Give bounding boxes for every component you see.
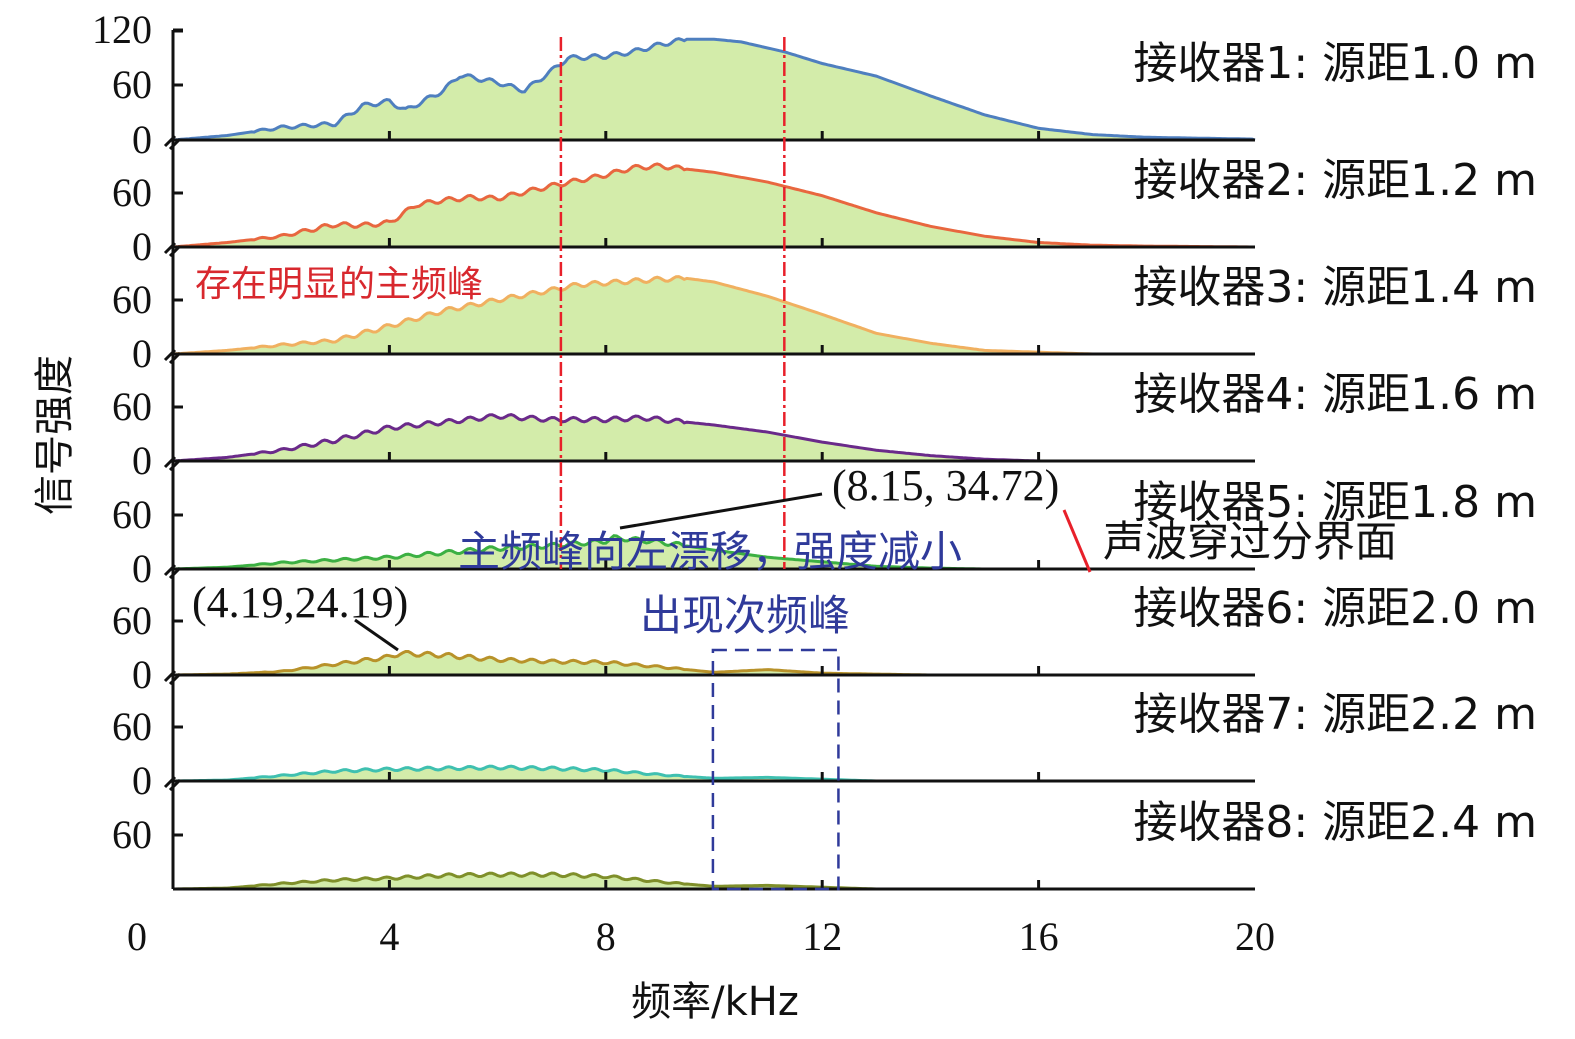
series-area-fill xyxy=(173,535,1255,569)
series-area-fill xyxy=(173,163,1255,247)
x-tick-label: 16 xyxy=(1019,914,1059,959)
y-tick-label: 60 xyxy=(112,62,152,107)
main-peak-annotation: 存在明显的主频峰 xyxy=(195,264,483,305)
series-area-fill xyxy=(173,414,1255,461)
series-label: 接收器2: 源距1.2 m xyxy=(1133,155,1537,206)
y-tick-label: 60 xyxy=(112,277,152,322)
peak6-leader-line xyxy=(354,618,399,652)
series-line xyxy=(172,162,1255,249)
y-tick-label: 60 xyxy=(112,812,152,857)
y-tick-label: 60 xyxy=(112,704,152,749)
y-tick-label: 60 xyxy=(112,598,152,643)
y-tick-label: 0 xyxy=(132,652,152,697)
interface-annotation: 声波穿过分界面 xyxy=(1103,517,1397,566)
series-label: 接收器8: 源距2.4 m xyxy=(1133,797,1537,848)
series-label: 接收器1: 源距1.0 m xyxy=(1133,38,1537,89)
drift-annotation: 主频峰向左漂移，强度减小 xyxy=(458,527,962,576)
x-tick-label: 4 xyxy=(379,914,399,959)
peak6-coordinate: (4.19,24.19) xyxy=(192,578,408,627)
series-label: 接收器4: 源距1.6 m xyxy=(1133,369,1537,420)
peak5-leader-line xyxy=(619,492,823,530)
annotations: 存在明显的主频峰 (8.15, 34.72) 主频峰向左漂移，强度减小 声波穿过… xyxy=(32,264,1397,1025)
y-tick-label: 60 xyxy=(112,170,152,215)
tick-labels: 120 60 0 60 0 60 0 60 0 60 0 60 0 60 0 60 0 4 8 12 16 20 xyxy=(92,7,1275,959)
y-tick-label: 60 xyxy=(112,384,152,429)
series-area-fill xyxy=(173,38,1255,141)
y-tick-label: 120 xyxy=(92,7,152,52)
secondary-peak-box xyxy=(711,648,840,891)
secondary-peak-annotation: 出现次频峰 xyxy=(640,591,850,640)
x-axis-label: 频率/kHz xyxy=(631,979,799,1025)
y-tick-label: 0 xyxy=(132,758,152,803)
series-area-fill xyxy=(173,651,1255,675)
series-label: 接收器5: 源距1.8 m xyxy=(1133,477,1537,528)
x-tick-label: 8 xyxy=(596,914,616,959)
series-line xyxy=(172,37,1256,142)
series-area-fill xyxy=(173,276,1255,354)
series-labels: 接收器1: 源距1.0 m 接收器2: 源距1.2 m 接收器3: 源距1.4 m 接… xyxy=(1133,38,1537,848)
interface-leader-line xyxy=(1062,509,1092,573)
y-tick-label: 0 xyxy=(132,438,152,483)
x-tick-label: 12 xyxy=(802,914,842,959)
peak5-coordinate: (8.15, 34.72) xyxy=(832,461,1059,510)
y-tick-label: 0 xyxy=(132,331,152,376)
x-tick-label: 20 xyxy=(1235,914,1275,959)
y-tick-label: 0 xyxy=(132,224,152,269)
series-label: 接收器6: 源距2.0 m xyxy=(1133,583,1537,634)
series-label: 接收器7: 源距2.2 m xyxy=(1133,689,1537,740)
series-label: 接收器3: 源距1.4 m xyxy=(1133,262,1537,313)
y-tick-label: 60 xyxy=(112,492,152,537)
x-tick-label: 0 xyxy=(127,914,147,959)
axes xyxy=(163,28,1255,891)
y-tick-label: 0 xyxy=(132,546,152,591)
y-axis-label: 信号强度 xyxy=(32,355,78,515)
y-tick-label: 0 xyxy=(132,117,152,162)
